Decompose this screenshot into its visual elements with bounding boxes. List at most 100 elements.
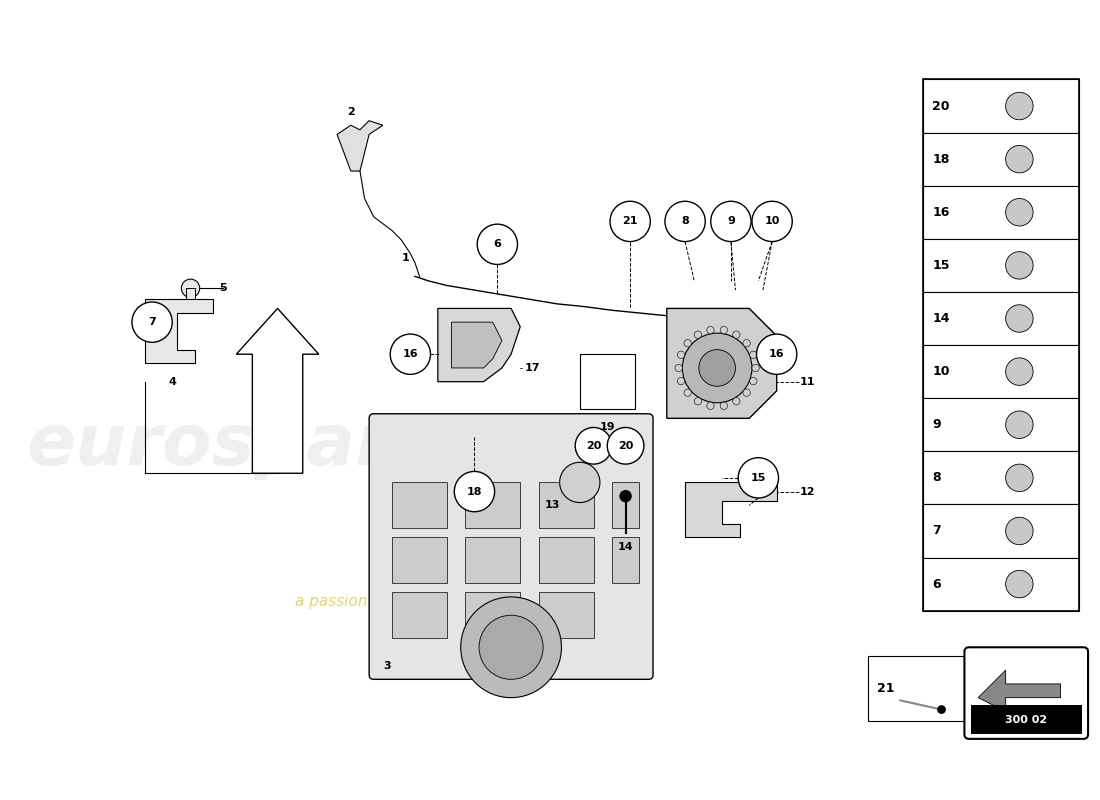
Circle shape — [132, 302, 173, 342]
Bar — [465, 592, 520, 638]
Bar — [923, 79, 1079, 610]
Bar — [392, 592, 447, 638]
Text: 21: 21 — [878, 682, 895, 695]
Circle shape — [1005, 411, 1033, 438]
Text: 20: 20 — [586, 441, 602, 450]
Circle shape — [707, 326, 714, 334]
Bar — [580, 354, 635, 409]
Bar — [923, 451, 1079, 505]
Circle shape — [1005, 146, 1033, 173]
Bar — [868, 657, 969, 721]
Text: 4: 4 — [168, 377, 176, 386]
Circle shape — [678, 351, 684, 358]
Circle shape — [720, 326, 727, 334]
Bar — [539, 538, 594, 583]
Circle shape — [1005, 92, 1033, 120]
Bar — [923, 505, 1079, 558]
Text: 16: 16 — [769, 350, 784, 359]
Circle shape — [478, 615, 543, 679]
Circle shape — [678, 378, 684, 385]
Circle shape — [610, 202, 650, 242]
Polygon shape — [438, 309, 520, 382]
Circle shape — [720, 402, 727, 410]
Text: 14: 14 — [933, 312, 950, 325]
Text: 20: 20 — [933, 99, 950, 113]
Bar — [923, 292, 1079, 345]
Circle shape — [738, 458, 779, 498]
Text: a passion for parts since 1985: a passion for parts since 1985 — [295, 594, 526, 609]
Circle shape — [684, 339, 691, 347]
Circle shape — [757, 334, 796, 374]
Text: 15: 15 — [750, 473, 766, 483]
Circle shape — [664, 202, 705, 242]
Bar — [539, 482, 594, 528]
Text: 1: 1 — [402, 253, 409, 263]
Bar — [392, 482, 447, 528]
Polygon shape — [978, 670, 1060, 711]
Bar — [465, 482, 520, 528]
FancyBboxPatch shape — [370, 414, 653, 679]
Text: 10: 10 — [933, 365, 950, 378]
Text: 12: 12 — [800, 486, 815, 497]
Circle shape — [620, 490, 631, 502]
Polygon shape — [667, 309, 777, 418]
Circle shape — [575, 427, 612, 464]
Text: 6: 6 — [933, 578, 940, 590]
Bar — [971, 705, 1081, 734]
Circle shape — [1005, 305, 1033, 332]
Bar — [392, 538, 447, 583]
Circle shape — [461, 597, 561, 698]
Circle shape — [752, 202, 792, 242]
Bar — [923, 558, 1079, 610]
Circle shape — [1005, 252, 1033, 279]
Text: 8: 8 — [681, 217, 689, 226]
Text: 17: 17 — [525, 363, 540, 373]
Polygon shape — [337, 121, 383, 171]
Text: 11: 11 — [800, 377, 815, 386]
Text: 20: 20 — [618, 441, 634, 450]
Circle shape — [560, 462, 600, 502]
Bar — [186, 288, 195, 299]
Text: 6: 6 — [494, 239, 502, 250]
Polygon shape — [452, 322, 502, 368]
Circle shape — [711, 202, 751, 242]
Polygon shape — [145, 299, 213, 363]
Bar — [923, 398, 1079, 451]
Bar — [923, 186, 1079, 239]
Text: 8: 8 — [933, 471, 940, 484]
Circle shape — [1005, 198, 1033, 226]
Text: 5: 5 — [219, 283, 227, 294]
Bar — [923, 239, 1079, 292]
Text: 21: 21 — [623, 217, 638, 226]
Circle shape — [752, 364, 759, 372]
Circle shape — [454, 471, 495, 512]
Text: eurospares: eurospares — [26, 411, 483, 480]
Text: 16: 16 — [933, 206, 949, 218]
Text: 16: 16 — [403, 350, 418, 359]
Circle shape — [694, 331, 702, 338]
FancyArrow shape — [236, 309, 319, 474]
Circle shape — [390, 334, 430, 374]
Circle shape — [182, 279, 200, 298]
Text: 3: 3 — [384, 661, 392, 670]
Circle shape — [698, 350, 736, 386]
Circle shape — [742, 339, 750, 347]
Bar — [923, 345, 1079, 398]
Text: 300 02: 300 02 — [1004, 714, 1047, 725]
Text: 15: 15 — [933, 259, 950, 272]
Text: 18: 18 — [933, 153, 949, 166]
Circle shape — [742, 389, 750, 396]
Bar — [612, 482, 639, 528]
Circle shape — [694, 398, 702, 405]
Circle shape — [607, 427, 644, 464]
Bar — [923, 133, 1079, 186]
Text: 18: 18 — [466, 486, 482, 497]
Circle shape — [684, 389, 691, 396]
Text: 13: 13 — [544, 500, 560, 510]
Circle shape — [749, 351, 757, 358]
Circle shape — [938, 706, 945, 714]
Circle shape — [682, 333, 752, 402]
Text: 19: 19 — [600, 422, 615, 433]
Circle shape — [675, 364, 682, 372]
Circle shape — [1005, 570, 1033, 598]
